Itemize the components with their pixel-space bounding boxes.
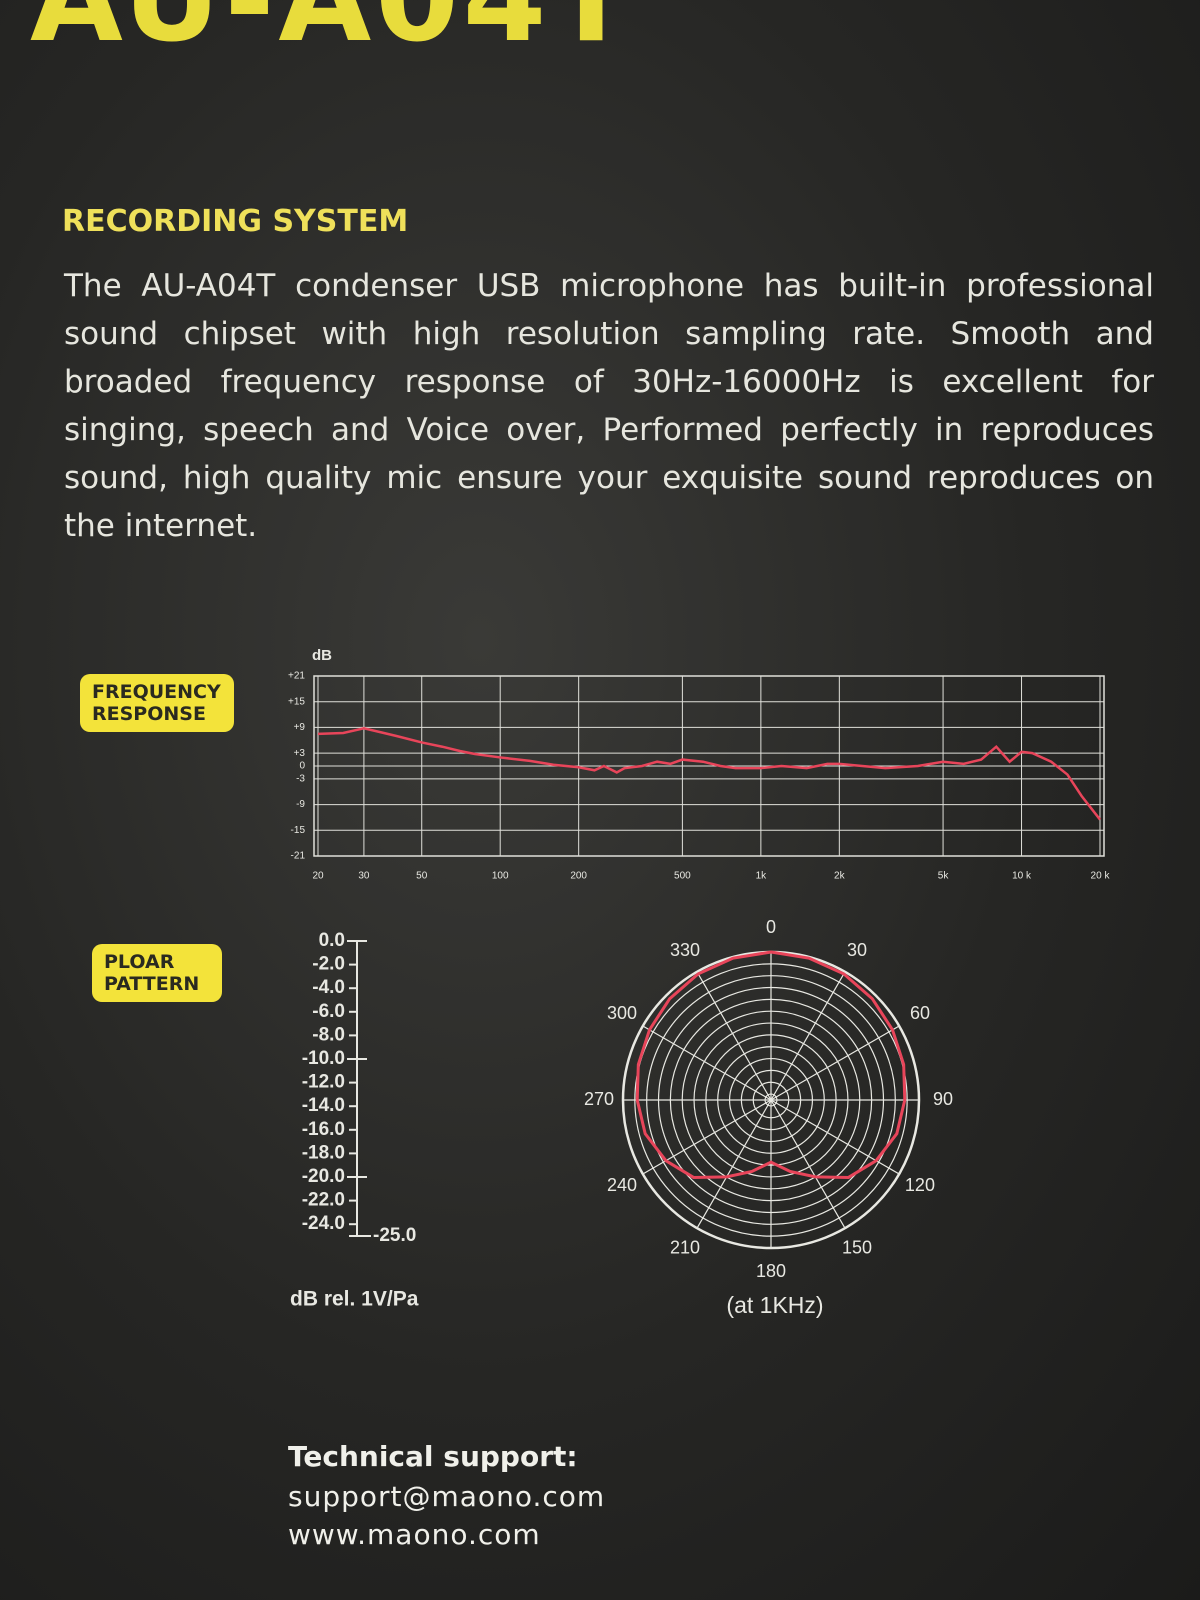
angle-label: 270 — [584, 1089, 614, 1109]
x-tick-label: 200 — [570, 871, 587, 882]
angle-label: 150 — [842, 1238, 872, 1258]
angle-label: 180 — [756, 1261, 786, 1281]
y-tick-label: +9 — [294, 722, 306, 733]
angle-label: 210 — [670, 1238, 700, 1258]
y-tick-label: -9 — [296, 799, 305, 810]
polar-spoke — [642, 1099, 772, 1175]
polar-caption: (at 1KHz) — [726, 1292, 823, 1318]
angle-label: 300 — [607, 1003, 637, 1023]
section-body: The AU-A04T condenser USB microphone has… — [64, 268, 1154, 544]
chart-badge: FREQUENCY RESPONSE — [80, 674, 234, 732]
angle-label: 0 — [766, 917, 776, 937]
scale-label: -25.0 — [373, 1225, 416, 1246]
y-tick-label: +21 — [288, 671, 305, 682]
angle-label: 90 — [933, 1089, 953, 1109]
scale-label: -12.0 — [302, 1072, 345, 1093]
scale-label: -18.0 — [302, 1142, 345, 1163]
x-tick-label: 100 — [492, 871, 509, 882]
polar-spoke — [696, 971, 772, 1101]
x-tick-label: 500 — [674, 871, 691, 882]
polar-spoke — [642, 1025, 772, 1101]
scale-label: -22.0 — [302, 1190, 345, 1211]
x-tick-label: 10 k — [1012, 871, 1032, 882]
x-tick-label: 20 k — [1091, 871, 1111, 882]
response-line — [317, 727, 1101, 821]
y-axis-label: dB — [312, 647, 332, 664]
y-tick-label: -21 — [291, 851, 306, 862]
scale-label: 0.0 — [319, 930, 345, 951]
polar-spoke — [770, 1099, 846, 1229]
angle-label: 330 — [670, 940, 700, 960]
scale-label: -20.0 — [302, 1166, 345, 1187]
scale-label: -6.0 — [312, 1001, 345, 1022]
x-tick-label: 2k — [834, 871, 846, 882]
angle-label: 120 — [905, 1175, 935, 1195]
support-title: Technical support: — [288, 1440, 578, 1473]
polar-spoke — [770, 1025, 900, 1101]
section-title: RECORDING SYSTEM — [62, 204, 409, 239]
y-tick-label: 0 — [299, 761, 305, 772]
support-website: www.maono.com — [288, 1518, 541, 1551]
angle-label: 30 — [847, 940, 867, 960]
polar-line — [635, 950, 907, 1179]
product-title: AU-A04T — [30, 0, 636, 69]
scale-label: -14.0 — [302, 1095, 345, 1116]
angle-label: 240 — [607, 1175, 637, 1195]
x-tick-label: 1k — [756, 871, 768, 882]
y-tick-label: +3 — [294, 748, 306, 759]
polar-spoke — [770, 971, 846, 1101]
scale-label: -8.0 — [312, 1024, 345, 1045]
scale-caption: dB rel. 1V/Pa — [290, 1288, 419, 1311]
scale-label: -2.0 — [312, 954, 345, 975]
angle-label: 60 — [910, 1003, 930, 1023]
polar-spoke — [770, 1099, 900, 1175]
x-tick-label: 5k — [938, 871, 950, 882]
scale-label: -24.0 — [302, 1213, 345, 1234]
y-tick-label: +15 — [288, 696, 305, 707]
y-tick-label: -15 — [291, 825, 306, 836]
x-tick-label: 20 — [312, 871, 324, 882]
polar-spoke — [696, 1099, 772, 1229]
scale-label: -10.0 — [302, 1048, 345, 1069]
x-tick-label: 30 — [358, 871, 370, 882]
support-email: support@maono.com — [288, 1480, 606, 1513]
chart-badge: PLOAR PATTERN — [92, 944, 222, 1002]
scale-label: -4.0 — [312, 977, 345, 998]
y-tick-label: -3 — [296, 773, 305, 784]
x-tick-label: 50 — [416, 871, 428, 882]
scale-label: -16.0 — [302, 1119, 345, 1140]
